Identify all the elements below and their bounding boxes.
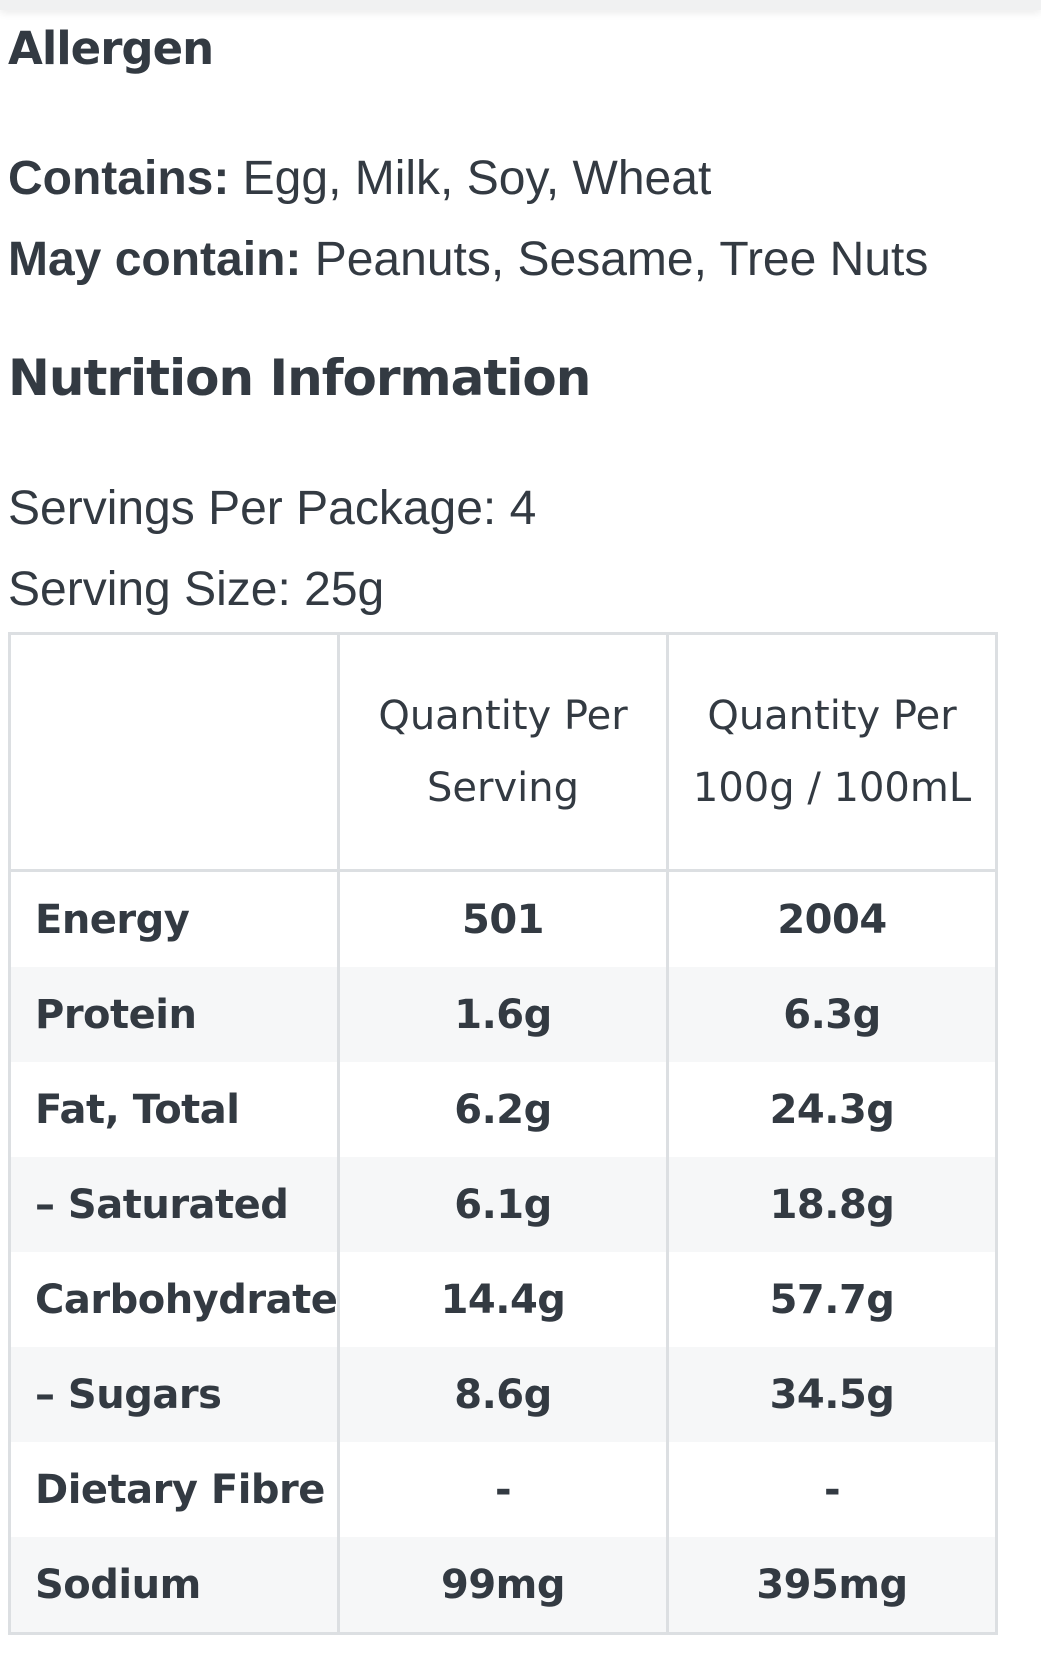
nutrient-name: Protein (9, 967, 339, 1062)
table-row: Dietary Fibre - - (10, 1442, 997, 1537)
per-100-value: 2004 (666, 870, 997, 967)
per-100-value: 57.7g (666, 1252, 997, 1347)
per-serving-value: 8.6g (337, 1347, 668, 1442)
table-row: Protein 1.6g 6.3g (9, 967, 997, 1062)
per-100-value: 24.3g (666, 1062, 997, 1157)
header-nutrient (9, 633, 339, 872)
nutrient-name: Dietary Fibre (35, 1466, 325, 1513)
table-row: Fat, Total 6.2g 24.3g (10, 1062, 997, 1157)
per-100-value: 18.8g (666, 1157, 997, 1252)
nutrition-table: Quantity Per Serving Quantity Per 100g /… (8, 632, 998, 1635)
nutrition-table-header: Quantity Per Serving Quantity Per 100g /… (9, 633, 997, 872)
table-row: Sodium 99mg 395mg (9, 1537, 997, 1634)
contains-value: Egg, Milk, Soy, Wheat (229, 152, 712, 205)
allergen-heading: Allergen (8, 22, 214, 75)
nutrient-name: Carbohydrate (35, 1276, 338, 1323)
serving-size: Serving Size: 25g (8, 563, 385, 616)
per-serving-value: 501 (337, 870, 668, 967)
header-per-100: Quantity Per 100g / 100mL (666, 633, 997, 872)
per-100-value: 34.5g (666, 1347, 997, 1442)
may-contain-value: Peanuts, Sesame, Tree Nuts (301, 233, 929, 286)
per-100-value: 6.3g (666, 967, 997, 1062)
per-serving-value: 6.2g (337, 1062, 668, 1157)
per-100-value: 395mg (666, 1537, 997, 1634)
top-bar (0, 0, 1041, 10)
table-row: Carbohydrate 14.4g 57.7g (10, 1252, 997, 1347)
header-per-serving: Quantity Per Serving (337, 633, 668, 872)
may-contain-label: May contain: (8, 233, 302, 286)
per-serving-value: 14.4g (337, 1252, 668, 1347)
per-serving-value: 1.6g (337, 967, 668, 1062)
per-100-value: - (666, 1442, 997, 1537)
per-serving-value: 6.1g (337, 1157, 668, 1252)
table-row: – Saturated 6.1g 18.8g (9, 1157, 997, 1252)
nutrient-name: Energy (35, 896, 190, 943)
table-row: – Sugars 8.6g 34.5g (9, 1347, 997, 1442)
per-serving-value: - (337, 1442, 668, 1537)
may-contain-line: May contain: Peanuts, Sesame, Tree Nuts (8, 232, 928, 287)
table-row: Energy 501 2004 (10, 870, 997, 967)
nutrient-name: – Sugars (9, 1347, 339, 1442)
nutrient-name: Fat, Total (35, 1086, 240, 1133)
servings-per-package: Servings Per Package: 4 (8, 482, 537, 535)
per-serving-value: 99mg (337, 1537, 668, 1634)
contains-line: Contains: Egg, Milk, Soy, Wheat (8, 151, 711, 206)
nutrition-heading: Nutrition Information (8, 349, 591, 407)
nutrient-name: Sodium (9, 1537, 339, 1634)
nutrient-name: – Saturated (9, 1157, 339, 1252)
contains-label: Contains: (8, 152, 230, 205)
